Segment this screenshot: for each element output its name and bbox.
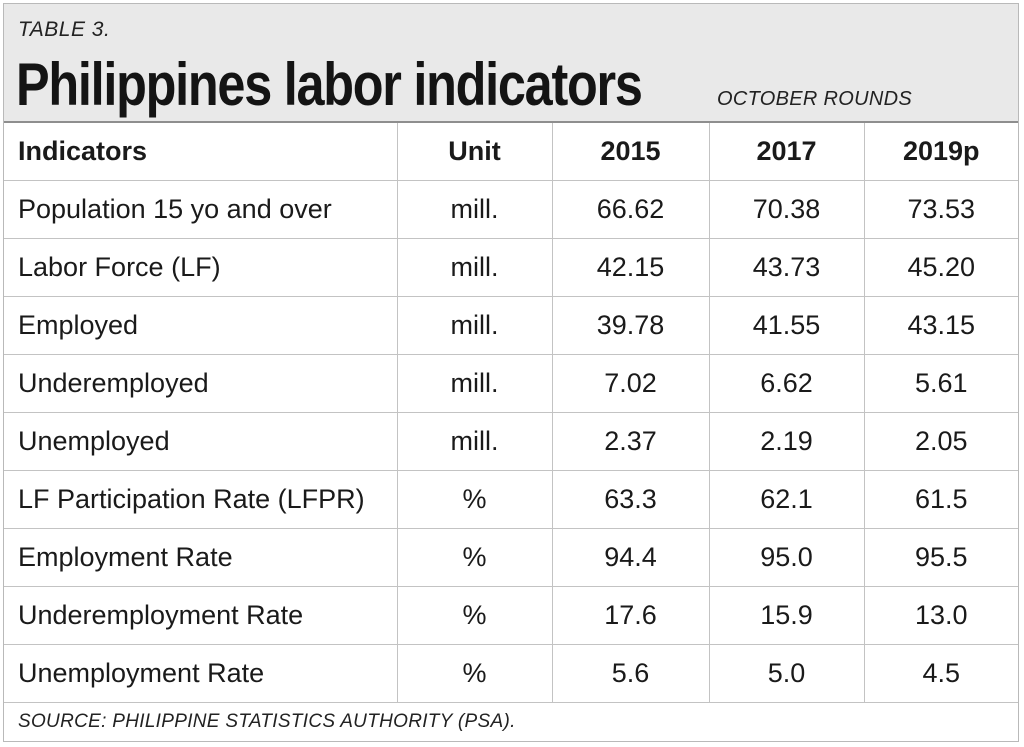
- table-row: Unemployed mill. 2.37 2.19 2.05: [4, 412, 1018, 471]
- value-2019p: 13.0: [863, 586, 1018, 645]
- value-2019p: 4.5: [863, 644, 1018, 703]
- unit-cell: %: [396, 644, 552, 703]
- table-row: Population 15 yo and over mill. 66.62 70.38…: [4, 180, 1018, 239]
- value-2015: 17.6: [551, 586, 709, 645]
- table-row: Employment Rate% 94.4 95.0 95.5: [4, 528, 1018, 587]
- value-2017: 15.9: [708, 586, 864, 645]
- unit-cell: mill.: [396, 238, 552, 297]
- value-2017: 2.19: [708, 412, 864, 471]
- table-figure: TABLE 3. Philippines labor indicators OC…: [3, 3, 1019, 742]
- table-row: LF Participation Rate (LFPR)% 63.3 62.1 61.…: [4, 470, 1018, 529]
- column-header-2015: 2015: [551, 123, 709, 181]
- indicator-name: Unemployment Rate: [4, 644, 397, 703]
- value-2017: 5.0: [708, 644, 864, 703]
- table-header: TABLE 3. Philippines labor indicators OC…: [4, 4, 1018, 123]
- value-2019p: 43.15: [863, 296, 1018, 355]
- unit-cell: mill.: [396, 180, 552, 239]
- unit-cell: %: [396, 528, 552, 587]
- table-row: Labor Force (LF) mill. 42.15 43.73 45.20: [4, 238, 1018, 297]
- value-2017: 95.0: [708, 528, 864, 587]
- column-header-indicators: Indicators: [4, 123, 397, 181]
- value-2015: 7.02: [551, 354, 709, 413]
- value-2015: 39.78: [551, 296, 709, 355]
- value-2015: 66.62: [551, 180, 709, 239]
- value-2017: 6.62: [708, 354, 864, 413]
- unit-cell: %: [396, 586, 552, 645]
- table-number-label: TABLE 3.: [18, 18, 111, 41]
- value-2017: 70.38: [708, 180, 864, 239]
- indicator-name: Employment Rate: [4, 528, 397, 587]
- table-title: Philippines labor indicators: [16, 51, 643, 118]
- value-2019p: 73.53: [863, 180, 1018, 239]
- column-header-2019p: 2019p: [863, 123, 1018, 181]
- table-row: Employed mill. 39.78 41.55 43.15: [4, 296, 1018, 355]
- unit-cell: mill.: [396, 412, 552, 471]
- value-2017: 43.73: [708, 238, 864, 297]
- value-2019p: 61.5: [863, 470, 1018, 529]
- value-2015: 2.37: [551, 412, 709, 471]
- indicator-name: LF Participation Rate (LFPR): [4, 470, 397, 529]
- value-2017: 41.55: [708, 296, 864, 355]
- indicator-name: Underemployment Rate: [4, 586, 397, 645]
- indicator-name: Employed: [4, 296, 397, 355]
- value-2019p: 5.61: [863, 354, 1018, 413]
- unit-cell: %: [396, 470, 552, 529]
- value-2017: 62.1: [708, 470, 864, 529]
- labor-indicators-table: Indicators Unit 2015 2017 2019p Population 1…: [4, 123, 1018, 703]
- value-2019p: 2.05: [863, 412, 1018, 471]
- value-2015: 5.6: [551, 644, 709, 703]
- indicator-name: Underemployed: [4, 354, 397, 413]
- table-head: Indicators Unit 2015 2017 2019p: [4, 123, 1018, 181]
- indicator-name: Population 15 yo and over: [4, 180, 397, 239]
- value-2019p: 45.20: [863, 238, 1018, 297]
- source-note: SOURCE: PHILIPPINE STATISTICS AUTHORITY …: [18, 711, 516, 732]
- value-2015: 94.4: [551, 528, 709, 587]
- header-row: Indicators Unit 2015 2017 2019p: [4, 123, 1018, 181]
- indicator-name: Labor Force (LF): [4, 238, 397, 297]
- table-subtitle: OCTOBER ROUNDS: [717, 88, 912, 110]
- unit-cell: mill.: [396, 354, 552, 413]
- value-2015: 63.3: [551, 470, 709, 529]
- unit-cell: mill.: [396, 296, 552, 355]
- table-row: Underemployment Rate% 17.6 15.9 13.0: [4, 586, 1018, 645]
- value-2015: 42.15: [551, 238, 709, 297]
- column-header-unit: Unit: [396, 123, 552, 181]
- table-row: Underemployed mill. 7.02 6.62 5.61: [4, 354, 1018, 413]
- table-body: Population 15 yo and over mill. 66.62 70.38…: [4, 180, 1018, 703]
- table-row: Unemployment Rate% 5.6 5.0 4.5: [4, 644, 1018, 703]
- column-header-2017: 2017: [708, 123, 864, 181]
- value-2019p: 95.5: [863, 528, 1018, 587]
- title-row: Philippines labor indicators: [16, 50, 761, 119]
- indicator-name: Unemployed: [4, 412, 397, 471]
